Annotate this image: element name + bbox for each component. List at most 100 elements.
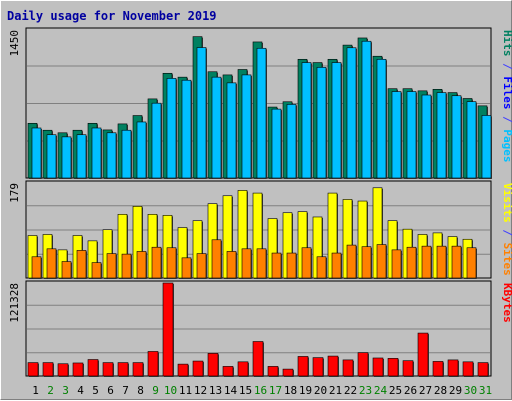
bar-files-20 [316, 67, 327, 179]
x-tick-label-23: 23 [359, 384, 372, 397]
legend-item-visits-sites-0: Visits [501, 183, 512, 223]
bar-kbytes-15 [237, 361, 249, 377]
bar-kbytes-18 [282, 368, 294, 377]
legend-kbytes: KBytes [501, 283, 512, 323]
bar-kbytes-26 [402, 360, 414, 377]
bar-kbytes-28 [432, 361, 444, 377]
bar-kbytes-17 [267, 366, 279, 377]
x-tick-label-14: 14 [224, 384, 238, 397]
bar-sites-8 [136, 251, 147, 279]
bar-files-25 [391, 91, 402, 179]
bar-files-21 [331, 62, 342, 179]
x-tick-label-30: 30 [464, 384, 477, 397]
bar-files-6 [106, 132, 117, 179]
bar-sites-2 [46, 248, 57, 279]
bar-kbytes-25 [387, 358, 399, 377]
bar-kbytes-7 [117, 362, 129, 377]
bar-files-23 [361, 40, 372, 179]
bar-files-16 [256, 47, 267, 179]
bar-files-4 [76, 134, 87, 179]
bar-sites-21 [331, 252, 342, 279]
bar-kbytes-30 [462, 361, 474, 377]
legend-item-visits-sites-1: / [501, 223, 512, 243]
legend-hits-files-pages: Hits / Files / Pages [501, 30, 512, 163]
legend-item-hits-files-pages-1: / [501, 57, 512, 77]
bar-sites-3 [61, 261, 72, 279]
bar-files-13 [211, 76, 222, 179]
bar-kbytes-5 [87, 359, 99, 377]
bar-files-30 [466, 101, 477, 179]
bar-sites-7 [121, 253, 132, 279]
bar-sites-11 [181, 257, 192, 279]
bar-sites-9 [151, 246, 162, 279]
x-tick-label-11: 11 [179, 384, 192, 397]
legend-item-kbytes-0: KBytes [501, 283, 512, 323]
bar-kbytes-29 [447, 359, 459, 377]
bar-kbytes-3 [57, 363, 69, 377]
bar-files-7 [121, 129, 132, 179]
bar-sites-10 [166, 247, 177, 279]
bar-kbytes-4 [72, 362, 84, 377]
bar-kbytes-1 [27, 362, 39, 377]
max-label-hits-files-pages: 1450 [8, 30, 21, 57]
bar-kbytes-11 [177, 363, 189, 377]
bar-files-14 [226, 82, 237, 179]
x-tick-label-1: 1 [32, 384, 39, 397]
bar-files-11 [181, 79, 192, 179]
x-tick-label-25: 25 [389, 384, 402, 397]
legend-item-hits-files-pages-4: Pages [501, 129, 512, 162]
bar-kbytes-23 [357, 352, 369, 377]
x-tick-label-8: 8 [137, 384, 144, 397]
bar-sites-28 [436, 245, 447, 279]
x-tick-label-21: 21 [329, 384, 342, 397]
x-tick-label-31: 31 [479, 384, 492, 397]
bar-files-24 [376, 58, 387, 179]
x-tick-label-13: 13 [209, 384, 222, 397]
bar-kbytes-8 [132, 362, 144, 377]
bar-sites-16 [256, 248, 267, 279]
bar-kbytes-10 [162, 282, 174, 377]
bar-kbytes-27 [417, 332, 429, 377]
legend-visits-sites: Visits / Sites [501, 183, 512, 276]
bar-sites-5 [91, 262, 102, 279]
bar-files-27 [421, 94, 432, 179]
legend-item-hits-files-pages-3: / [501, 110, 512, 130]
bar-files-26 [406, 91, 417, 179]
x-tick-label-6: 6 [107, 384, 114, 397]
max-label-kbytes: 121328 [8, 283, 21, 323]
x-tick-label-17: 17 [269, 384, 282, 397]
bar-files-2 [46, 134, 57, 179]
max-label-visits-sites: 179 [8, 183, 21, 203]
bar-files-1 [31, 127, 42, 179]
x-tick-label-19: 19 [299, 384, 312, 397]
bar-files-15 [241, 74, 252, 179]
bar-files-18 [286, 104, 297, 179]
bar-kbytes-31 [477, 362, 489, 377]
x-tick-label-16: 16 [254, 384, 267, 397]
x-tick-label-3: 3 [62, 384, 69, 397]
bar-files-22 [346, 47, 357, 179]
bar-files-9 [151, 102, 162, 179]
bar-sites-12 [196, 253, 207, 279]
x-tick-label-12: 12 [194, 384, 207, 397]
bar-kbytes-21 [327, 355, 339, 377]
bar-files-3 [61, 136, 72, 179]
x-tick-label-9: 9 [152, 384, 159, 397]
bar-sites-17 [271, 252, 282, 279]
bar-sites-25 [391, 249, 402, 279]
bar-kbytes-13 [207, 353, 219, 377]
bar-sites-23 [361, 246, 372, 279]
x-tick-label-10: 10 [164, 384, 177, 397]
x-tick-label-29: 29 [449, 384, 462, 397]
x-tick-label-22: 22 [344, 384, 357, 397]
bar-kbytes-6 [102, 362, 114, 377]
bar-sites-24 [376, 244, 387, 279]
legend-item-visits-sites-2: Sites [501, 243, 512, 276]
bar-sites-26 [406, 246, 417, 279]
x-tick-label-15: 15 [239, 384, 252, 397]
bar-kbytes-19 [297, 356, 309, 377]
bar-files-5 [91, 127, 102, 179]
